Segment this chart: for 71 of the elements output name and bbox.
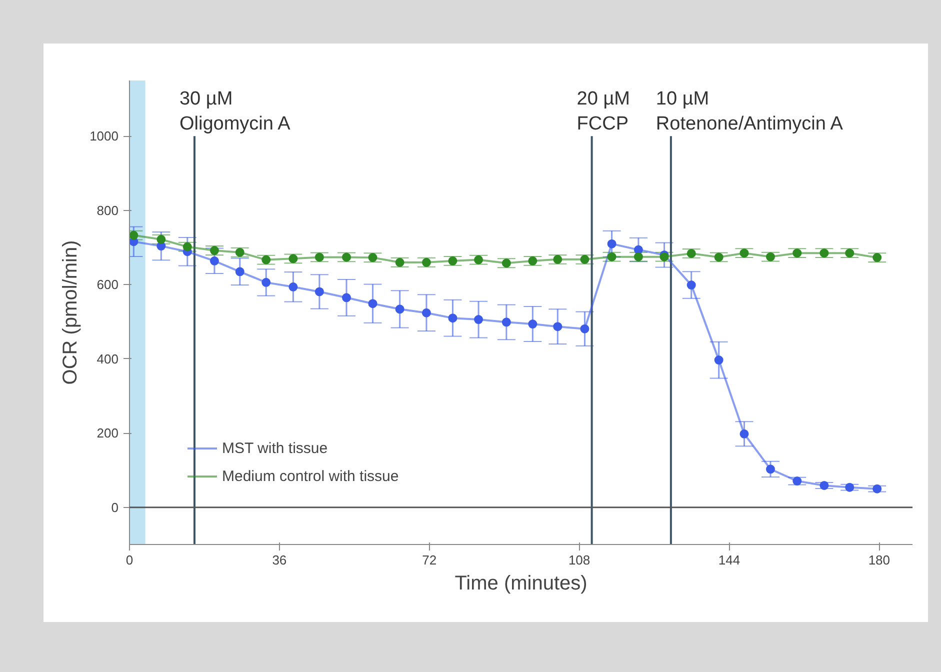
point <box>792 248 802 258</box>
point <box>314 287 324 296</box>
ref-line-label: 20 µM FCCP <box>576 88 630 135</box>
point <box>553 322 562 332</box>
point <box>368 299 378 308</box>
legend-label: Medium control with tissue <box>222 468 399 484</box>
point <box>845 248 854 258</box>
point <box>714 252 724 262</box>
point <box>580 254 590 264</box>
point <box>634 252 643 262</box>
point <box>766 252 775 262</box>
point <box>368 253 378 262</box>
point <box>235 267 244 276</box>
point <box>156 234 166 244</box>
point <box>740 248 749 258</box>
x-axis-title: Time (minutes) <box>454 572 588 594</box>
y-tick-label: 1000 <box>90 128 118 144</box>
x-tick-label: 72 <box>422 552 437 568</box>
point <box>448 314 458 323</box>
point <box>288 282 298 292</box>
point <box>607 239 616 248</box>
point <box>210 246 219 255</box>
point <box>130 230 138 240</box>
y-tick-label: 400 <box>96 351 119 366</box>
point <box>342 293 351 302</box>
point <box>288 254 298 264</box>
point <box>422 258 431 267</box>
legend-label: MST with tissue <box>222 440 328 456</box>
point <box>820 248 829 258</box>
point <box>235 248 244 257</box>
point <box>422 308 431 318</box>
point <box>395 258 404 267</box>
point <box>474 255 484 264</box>
point <box>528 256 538 266</box>
y-tick-label: 600 <box>96 277 119 292</box>
point <box>182 242 192 252</box>
point <box>528 320 538 328</box>
ref-line-label: 30 µM Oligomycin A <box>179 88 291 135</box>
point <box>395 304 404 314</box>
point <box>580 324 590 334</box>
x-tick-label: 0 <box>126 552 134 568</box>
point <box>502 318 511 327</box>
point <box>820 480 829 490</box>
point <box>262 278 271 287</box>
point <box>714 356 724 365</box>
point <box>686 248 696 258</box>
point <box>872 253 882 262</box>
x-tick-label: 108 <box>568 552 590 568</box>
point <box>872 484 882 494</box>
point <box>474 315 484 324</box>
point <box>792 476 802 486</box>
x-tick-label: 36 <box>272 552 287 568</box>
point <box>342 252 351 262</box>
point <box>766 464 775 474</box>
point <box>553 254 562 264</box>
point <box>607 252 616 262</box>
point <box>686 280 696 290</box>
point <box>740 429 749 438</box>
y-tick-label: 200 <box>96 426 119 441</box>
point <box>314 252 324 262</box>
y-axis-title: OCR (pmol/min) <box>60 240 82 385</box>
ref-line-label: 10 µM Rotenone/Antimycin A <box>656 88 844 135</box>
point <box>448 256 458 266</box>
point <box>210 256 219 266</box>
point <box>845 482 854 492</box>
x-tick-label: 180 <box>868 552 890 568</box>
y-tick-label: 800 <box>96 202 119 218</box>
y-tick-label: 0 <box>111 500 119 515</box>
point <box>262 255 271 264</box>
x-tick-label: 144 <box>718 552 740 568</box>
point <box>502 258 511 268</box>
